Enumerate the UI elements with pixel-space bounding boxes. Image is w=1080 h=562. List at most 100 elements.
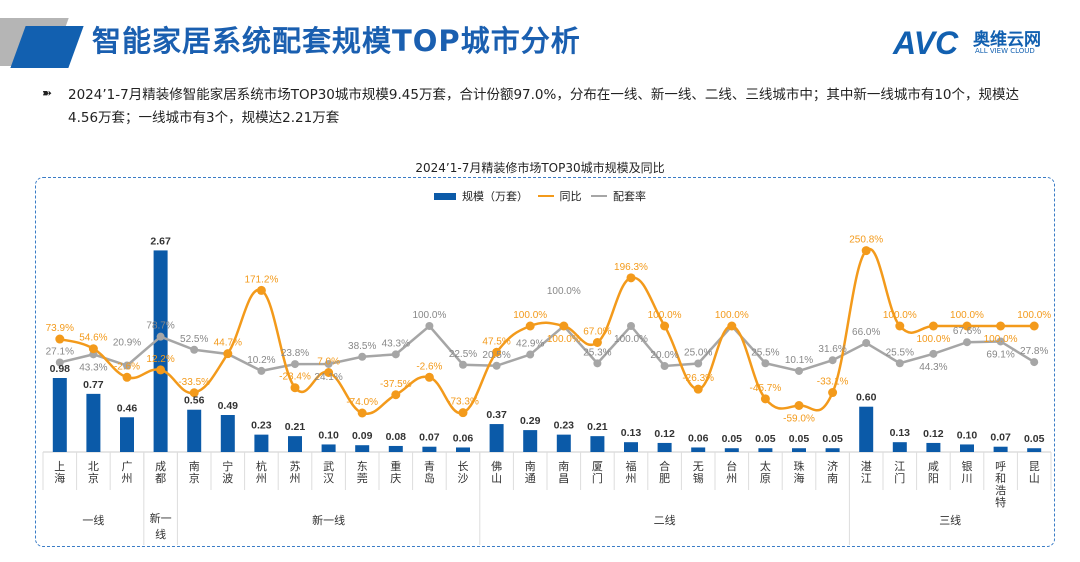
chart-title: 2024’1-7月精装修市场TOP30城市规模及同比 <box>415 161 665 175</box>
category-label: 锡 <box>693 471 704 485</box>
category-label: 江 <box>894 460 905 473</box>
yoy-value-label: 44.7% <box>214 338 242 349</box>
yoy-value-label: -26.3% <box>682 373 714 384</box>
yoy-point <box>88 344 98 354</box>
category-label: 京 <box>189 471 200 485</box>
category-label: 太 <box>760 460 771 473</box>
category-label: 庆 <box>390 471 401 485</box>
bar-重庆 <box>388 445 403 452</box>
rate-point <box>291 360 299 369</box>
yoy-point <box>592 338 602 347</box>
page-title: 智能家居系统配套规模TOP城市分析 <box>92 24 581 58</box>
yoy-point <box>290 383 300 393</box>
legend-yoy: 同比 <box>559 190 582 203</box>
chart-frame <box>35 177 1055 547</box>
category-label: 上 <box>54 460 65 473</box>
category-label: 湛 <box>861 460 872 473</box>
rate-value-label: 25.5% <box>751 347 779 358</box>
bar-value-label: 0.05 <box>822 433 843 445</box>
yoy-point <box>55 334 65 344</box>
category-label: 和 <box>995 472 1006 485</box>
group-label: 二线 <box>654 513 676 527</box>
category-label: 昆 <box>1029 460 1040 473</box>
bar-value-label: 0.29 <box>520 415 541 427</box>
rate-point <box>190 345 199 354</box>
avc-logo: AVC 奥维云网 ALL VIEW CLOUD <box>893 25 1041 62</box>
category-label: 通 <box>525 472 536 485</box>
yoy-value-label: 100.0% <box>916 334 950 345</box>
yoy-value-label: 7.0% <box>317 357 340 368</box>
category-label: 苏 <box>290 460 301 473</box>
bar-成都 <box>153 250 168 452</box>
yoy-value-label: 100.0% <box>883 310 917 321</box>
yoy-value-label: 54.6% <box>79 333 107 344</box>
yoy-point <box>693 384 703 394</box>
bar-value-label: 0.06 <box>688 432 709 444</box>
bar-value-label: 0.49 <box>218 400 239 412</box>
yoy-value-label: -45.7% <box>750 383 782 394</box>
bar-value-label: 0.05 <box>1024 433 1045 445</box>
group-label: 三线 <box>939 513 961 527</box>
category-label: 都 <box>155 472 166 485</box>
bar-value-label: 0.06 <box>453 432 474 444</box>
yoy-point <box>760 394 770 404</box>
rate-point <box>324 359 333 368</box>
bar-南京 <box>187 409 202 452</box>
bar-江门 <box>892 442 907 452</box>
bar-东莞 <box>355 445 370 452</box>
category-label: 门 <box>592 471 603 485</box>
rate-value-label: 25.5% <box>886 347 914 358</box>
legend-scale: 规模（万套） <box>462 190 528 203</box>
yoy-value-label: -74.0% <box>346 397 378 408</box>
bar-value-label: 0.07 <box>990 432 1011 444</box>
category-label: 州 <box>256 473 267 485</box>
rate-point <box>963 338 971 347</box>
bar-无锡 <box>691 447 706 452</box>
yoy-point <box>256 285 266 295</box>
yoy-value-label: 171.2% <box>244 274 278 285</box>
bar-value-label: 0.10 <box>318 429 339 441</box>
yoy-value-label: 250.8% <box>849 235 883 246</box>
category-label: 南 <box>827 472 838 485</box>
rate-point <box>828 356 837 365</box>
legend-rate: 配套率 <box>613 190 646 203</box>
yoy-point <box>1029 321 1039 331</box>
yoy-value-label: 100.0% <box>715 310 749 321</box>
category-label: 特 <box>995 495 1006 509</box>
rate-value-label: 100.0% <box>412 310 446 321</box>
category-label: 厦 <box>592 460 603 473</box>
yoy-value-label: 12.2% <box>146 354 174 365</box>
legend-yoy-swatch <box>537 195 554 197</box>
category-label: 咸 <box>928 460 939 473</box>
bar-银川 <box>960 444 974 452</box>
chart-legend: 规模（万套） 同比 配套率 <box>0 188 1080 204</box>
category-label: 长 <box>458 460 469 473</box>
category-label: 合 <box>659 459 670 473</box>
rate-point <box>862 339 871 347</box>
rate-point <box>1030 358 1039 367</box>
bar-合肥 <box>657 442 672 452</box>
yoy-point <box>559 321 569 331</box>
yoy-point <box>189 388 199 398</box>
bar-value-label: 0.60 <box>856 392 877 404</box>
rate-point <box>593 359 602 368</box>
yoy-line <box>59 247 1035 416</box>
category-label: 杭 <box>256 459 267 473</box>
rate-value-label: 52.5% <box>180 334 208 345</box>
yoy-value-label: -33.1% <box>817 377 849 388</box>
category-label: 京 <box>88 471 99 485</box>
bar-value-label: 0.12 <box>654 428 675 440</box>
legend-rate-swatch <box>591 195 607 197</box>
rate-point <box>55 358 64 367</box>
category-label: 肥 <box>659 472 670 485</box>
category-label: 广 <box>122 460 133 473</box>
category-label: 昌 <box>558 472 569 485</box>
category-label: 台 <box>726 459 737 473</box>
bar-南昌 <box>556 434 571 452</box>
rate-value-label: 27.8% <box>1020 346 1048 357</box>
group-label: 新一 <box>150 511 172 525</box>
bar-北京 <box>86 393 101 452</box>
rate-point <box>627 322 635 330</box>
bar-value-label: 0.21 <box>587 421 608 433</box>
rate-point <box>996 337 1005 346</box>
